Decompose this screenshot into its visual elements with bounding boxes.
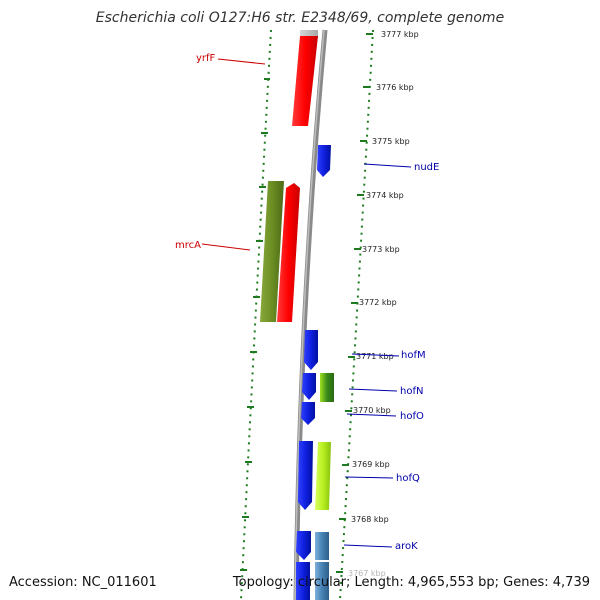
gene-red-arrow [277, 183, 300, 322]
genome-backbone [293, 29, 328, 600]
gene-label-nudE: nudE [414, 162, 439, 173]
label-leader-yrfF [217, 58, 266, 65]
tick-label: 3767 kbp [348, 569, 386, 578]
gene-label-hofM: hofM [401, 350, 426, 361]
gene-yrfF [292, 36, 318, 126]
label-leader-hofO [346, 413, 397, 417]
gene-label-mrcA: mrcA [175, 240, 201, 251]
gene-nudE [317, 145, 331, 177]
gene-label-yrfF: yrfF [196, 53, 216, 64]
backbone-highlight [294, 29, 325, 600]
gene-bottom-steel [315, 562, 329, 600]
tick-label: 3769 kbp [352, 460, 390, 469]
label-leader-hofN [348, 388, 398, 392]
gene-label-aroK: aroK [395, 541, 418, 552]
gene-label-hofQ: hofQ [396, 473, 420, 484]
gene-hofN [302, 373, 316, 400]
gene-hofQ-partner [315, 442, 331, 510]
gene-hofN-partner [320, 373, 334, 402]
tick-label: 3773 kbp [362, 245, 400, 254]
gene-bottom-blue [296, 562, 310, 600]
gene-aroK-partner [315, 532, 329, 560]
gene-label-hofN: hofN [400, 386, 423, 397]
label-leader-nudE [363, 163, 412, 168]
tick-label: 3771 kbp [356, 352, 394, 361]
tick-label: 3768 kbp [351, 515, 389, 524]
label-leader-hofQ [344, 476, 394, 479]
gene-hofM [304, 330, 318, 370]
outer-tick-marks [336, 33, 373, 573]
gene-hofQ [298, 441, 313, 510]
tick-label: 3772 kbp [359, 298, 397, 307]
label-leader-aroK [343, 544, 393, 548]
label-leader-hofM [351, 353, 400, 357]
tick-label: 3775 kbp [372, 137, 410, 146]
tick-label: 3770 kbp [353, 406, 391, 415]
accession-text: Accession: NC_011601 [9, 575, 157, 590]
tick-label: 3774 kbp [366, 191, 404, 200]
tick-label: 3777 kbp [381, 30, 419, 39]
gene-mrcA [260, 181, 284, 322]
tick-label: 3776 kbp [376, 83, 414, 92]
inner-tick-marks [240, 78, 270, 571]
genome-title: Escherichia coli O127:H6 str. E2348/69, … [95, 10, 505, 26]
label-leader-mrcA [201, 243, 251, 251]
gene-aroK [296, 531, 311, 560]
gene-label-hofO: hofO [400, 411, 424, 422]
topology-text: Topology: circular; Length: 4,965,553 bp… [232, 575, 590, 590]
gene-hofO [301, 402, 315, 425]
tick-labels: 3777 kbp 3776 kbp 3775 kbp 3774 kbp 3773… [348, 30, 419, 578]
